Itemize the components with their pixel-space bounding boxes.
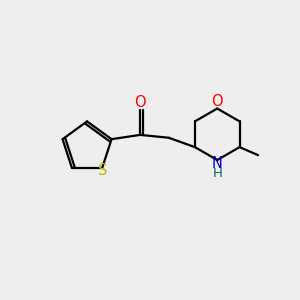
Text: O: O [134,95,146,110]
Text: S: S [98,163,107,178]
Text: N: N [212,156,223,171]
Text: O: O [212,94,223,109]
Text: H: H [212,167,222,180]
